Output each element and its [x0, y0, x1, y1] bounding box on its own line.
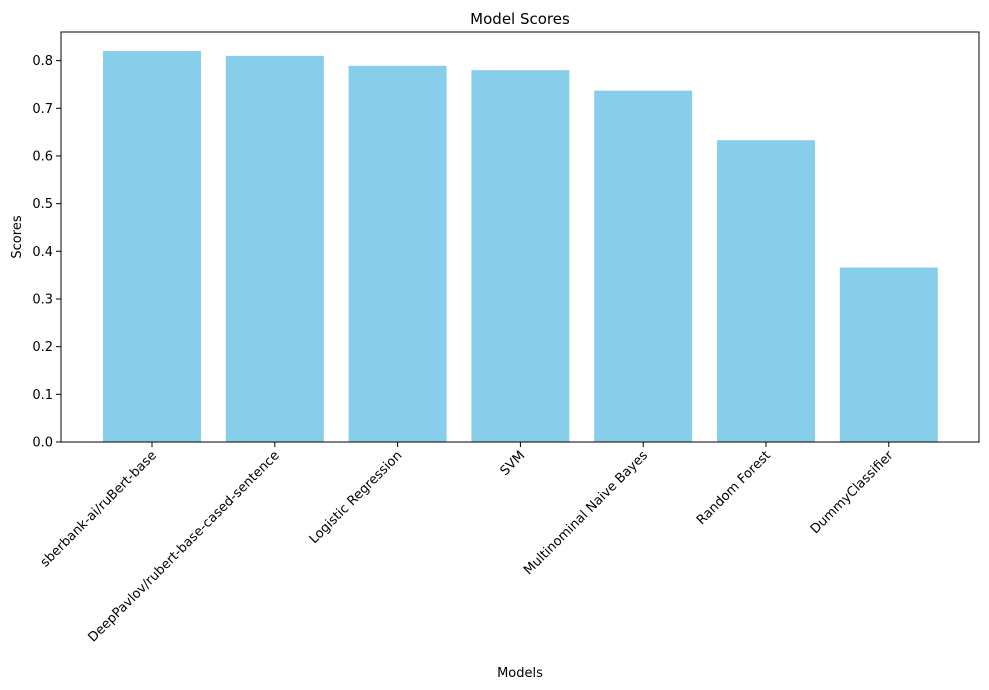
bar [471, 70, 570, 443]
chart-title: Model Scores [470, 10, 570, 28]
y-tick-label: 0.3 [32, 292, 53, 307]
x-tick-label: sberbank-ai/ruBert-base [38, 448, 160, 570]
bar [594, 90, 693, 443]
bar [717, 140, 815, 442]
y-tick-label: 0.2 [32, 340, 53, 355]
y-tick-label: 0.6 [32, 149, 53, 164]
y-axis-ticks: 0.0 0.1 0.2 0.3 0.4 0.5 0.6 0.7 0.8 [32, 54, 61, 451]
bar [103, 51, 201, 443]
plot-frame [60, 31, 980, 443]
bar [225, 55, 324, 442]
bars-group [103, 51, 938, 443]
y-tick-label: 0.1 [32, 388, 53, 403]
y-axis-title: Scores [10, 215, 25, 258]
y-tick-label: 0.4 [32, 245, 53, 260]
y-tick-label: 0.0 [32, 436, 53, 451]
x-tick-label: DummyClassifier [808, 448, 897, 537]
bar [839, 267, 938, 442]
y-tick-label: 0.8 [32, 54, 53, 69]
x-tick-label: SVM [498, 448, 529, 479]
x-axis-title: Models [497, 666, 543, 681]
x-tick-label: Multinominal Naive Bayes [521, 448, 651, 578]
x-axis-ticks: sberbank-ai/ruBert-baseDeepPavlov/rubert… [38, 442, 897, 645]
x-tick-label: Logistic Regression [307, 448, 406, 547]
y-tick-label: 0.7 [32, 102, 53, 117]
x-tick-label: Random Forest [694, 448, 774, 528]
y-tick-label: 0.5 [32, 197, 53, 212]
x-tick-label: DeepPavlov/rubert-base-cased-sentence [86, 448, 283, 645]
bar [348, 65, 447, 442]
